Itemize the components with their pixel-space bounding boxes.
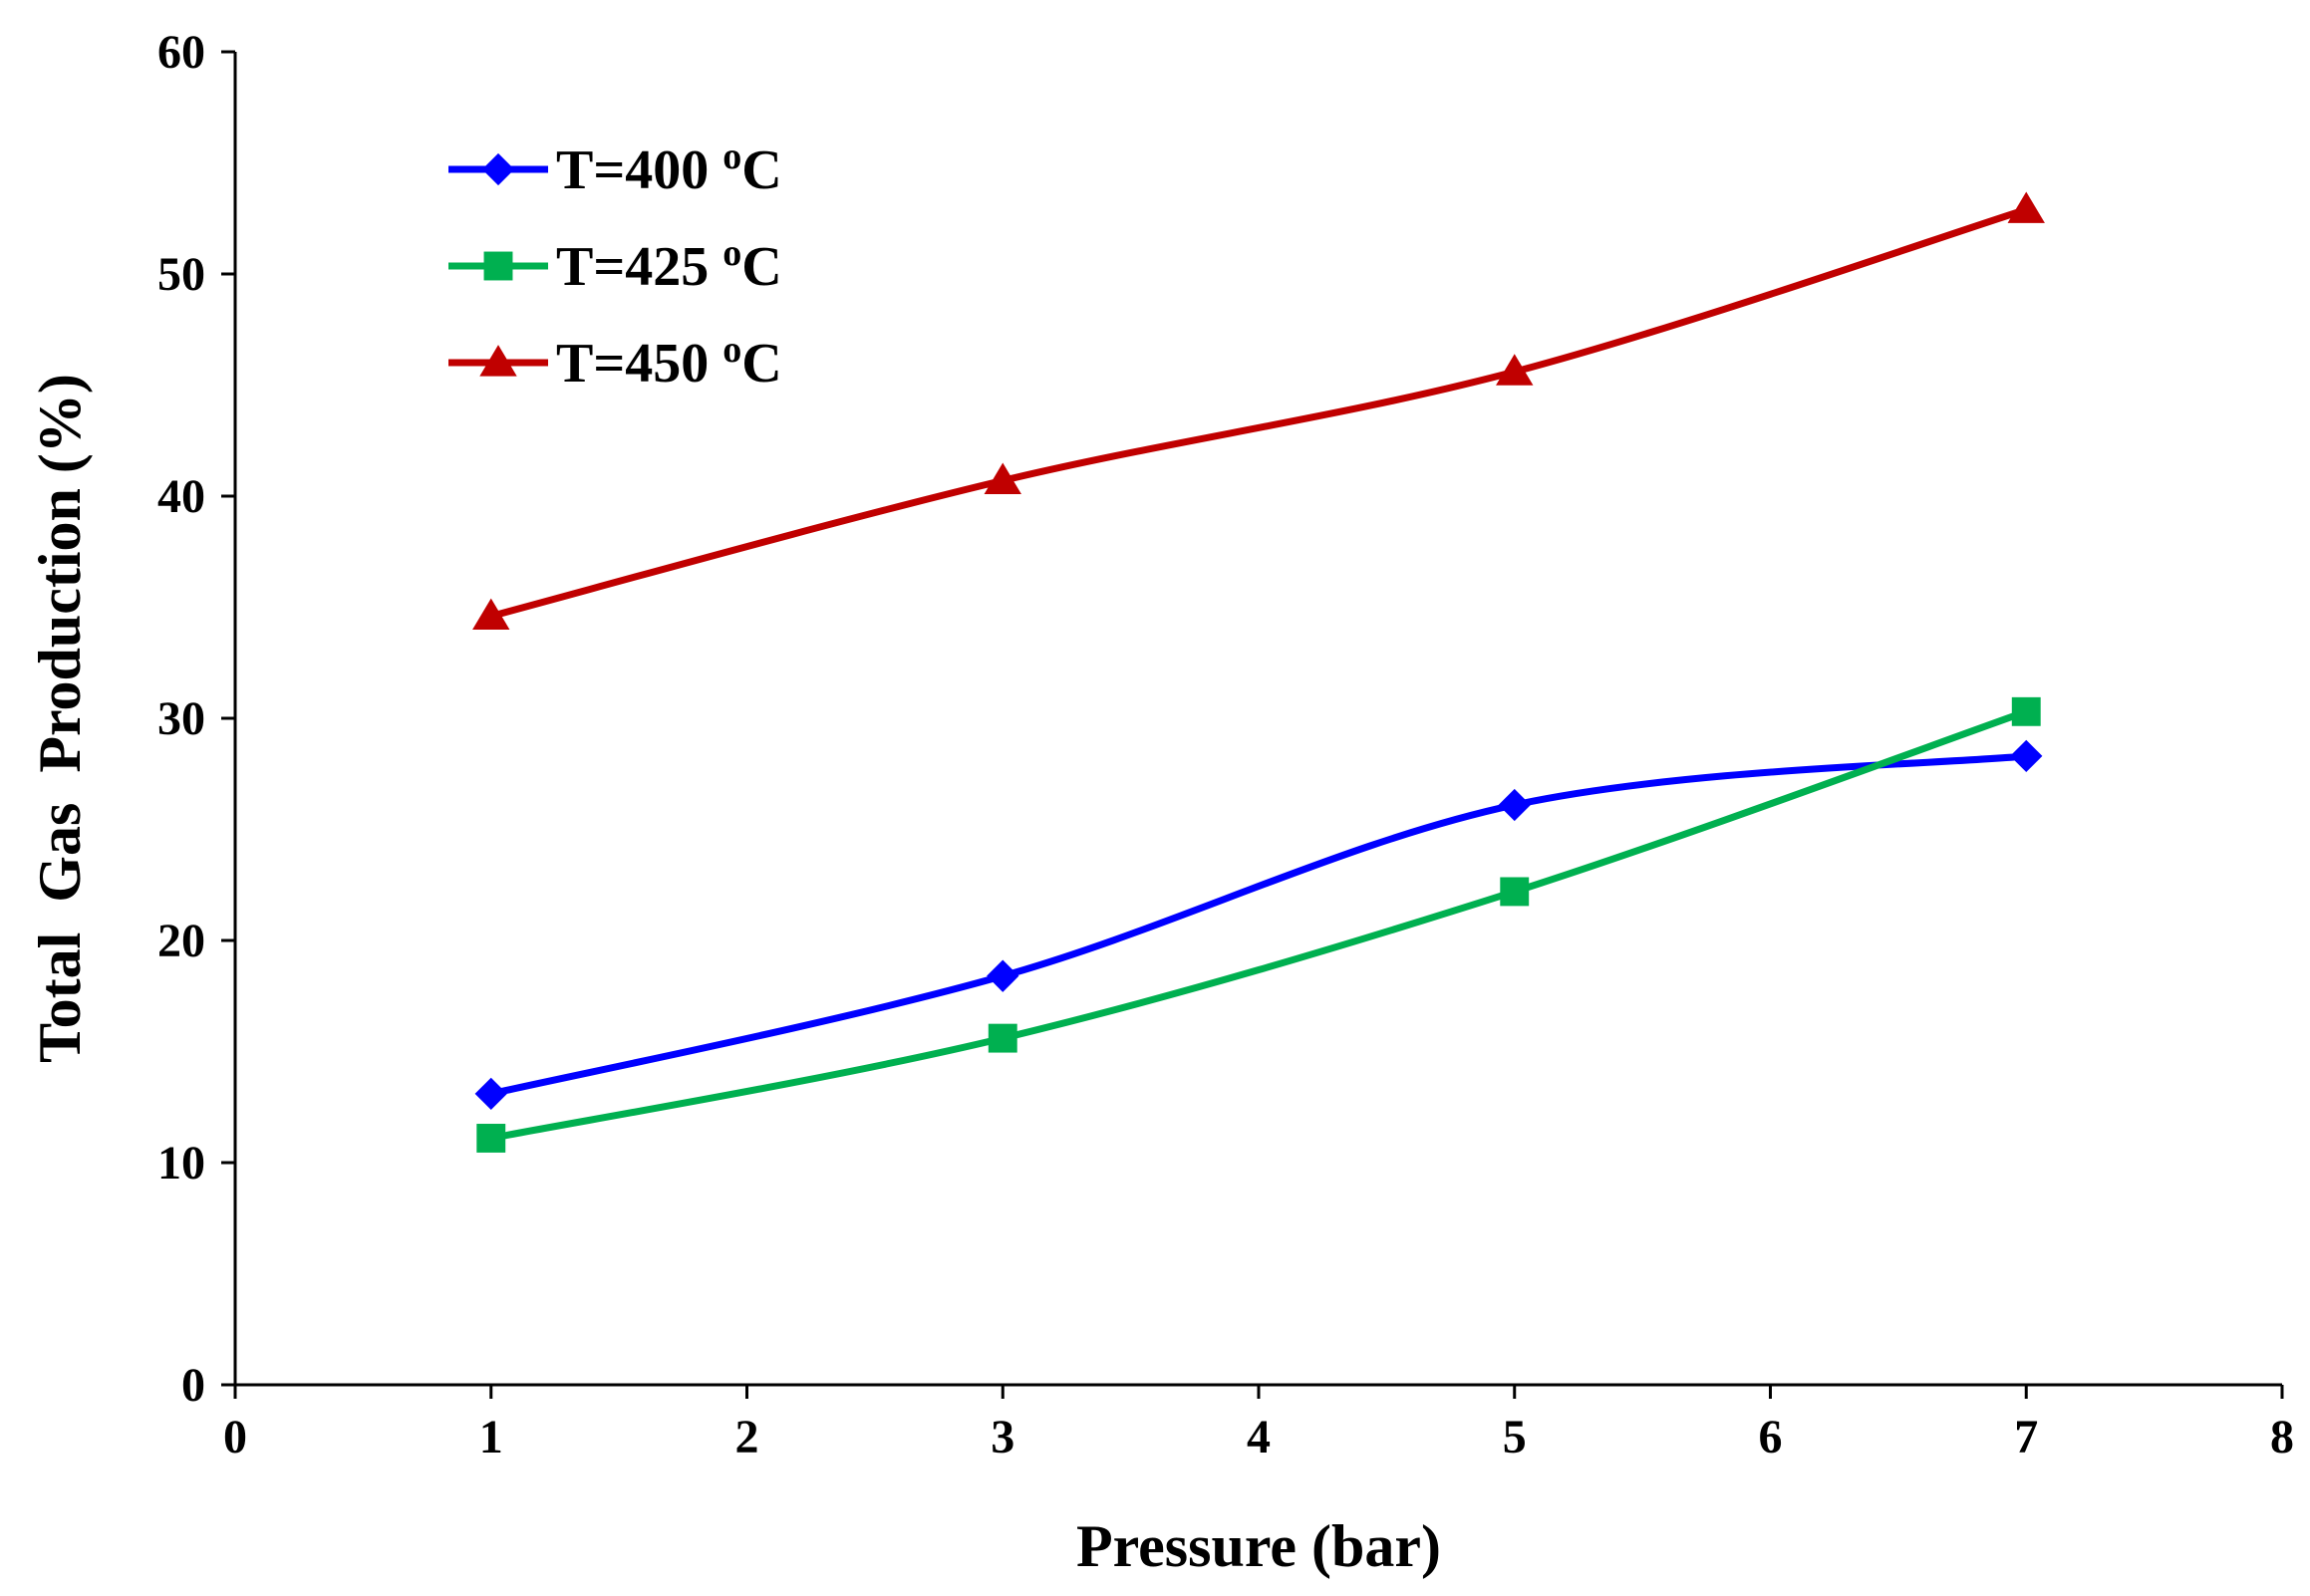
axes bbox=[233, 52, 2282, 1387]
y-tick-label: 20 bbox=[157, 915, 205, 967]
x-tick-label: 3 bbox=[991, 1411, 1014, 1463]
data-point bbox=[988, 1023, 1017, 1053]
legend-item: T=400 oC bbox=[448, 135, 782, 201]
x-tick-label: 4 bbox=[1247, 1411, 1271, 1463]
data-point bbox=[476, 1124, 506, 1153]
legend-marker bbox=[481, 152, 515, 186]
series-line bbox=[489, 205, 2028, 620]
legend-marker bbox=[483, 251, 513, 281]
data-point bbox=[984, 462, 1021, 494]
x-tick-label: 6 bbox=[1759, 1411, 1783, 1463]
data-point bbox=[2010, 739, 2043, 773]
x-tick-label: 5 bbox=[1503, 1411, 1527, 1463]
legend-label-sup: o bbox=[722, 135, 741, 177]
legend-label-sup: o bbox=[722, 232, 741, 274]
legend-label: T=425 oC bbox=[556, 232, 782, 298]
legend-label-main: T=425 bbox=[556, 236, 722, 298]
series-line bbox=[489, 752, 2027, 1098]
series-1 bbox=[474, 739, 2043, 1111]
legend-label-unit: C bbox=[741, 236, 781, 298]
legend-label: T=400 oC bbox=[556, 135, 782, 201]
data-point bbox=[474, 1077, 507, 1111]
y-axis-title: Total Gas Production (%) bbox=[27, 374, 93, 1063]
x-tick-label: 1 bbox=[479, 1411, 503, 1463]
series-layer bbox=[472, 191, 2045, 1153]
y-tick-label: 60 bbox=[157, 26, 205, 79]
legend-marker bbox=[479, 345, 517, 377]
x-tick-label: 8 bbox=[2270, 1411, 2294, 1463]
legend-label-sup: o bbox=[722, 329, 741, 371]
data-point bbox=[1498, 788, 1531, 822]
legend-label-unit: C bbox=[741, 333, 781, 395]
x-tick-label: 2 bbox=[735, 1411, 759, 1463]
x-tick-label: 0 bbox=[223, 1411, 247, 1463]
y-ticks: 0 10 20 30 40 50 60 bbox=[157, 26, 235, 1412]
data-point bbox=[2007, 191, 2045, 223]
legend-item: T=450 oC bbox=[448, 329, 782, 395]
series-2 bbox=[476, 696, 2041, 1153]
legend-label-main: T=400 bbox=[556, 139, 722, 201]
data-point bbox=[2011, 696, 2041, 726]
y-tick-label: 10 bbox=[157, 1137, 205, 1190]
y-tick-label: 50 bbox=[157, 248, 205, 301]
x-tick-label: 7 bbox=[2014, 1411, 2038, 1463]
y-tick-label: 40 bbox=[157, 470, 205, 523]
data-point bbox=[472, 598, 510, 631]
y-tick-label: 0 bbox=[181, 1359, 205, 1412]
legend-label-unit: C bbox=[741, 139, 781, 201]
data-point bbox=[1500, 877, 1530, 907]
legend: T=400 oCT=425 oCT=450 oC bbox=[448, 135, 782, 395]
y-tick-label: 30 bbox=[157, 692, 205, 745]
data-point bbox=[1496, 354, 1534, 386]
x-axis-title: Pressure (bar) bbox=[1076, 1513, 1441, 1579]
x-ticks: 0 1 2 3 4 5 6 7 8 bbox=[223, 1385, 2294, 1463]
series-line bbox=[490, 708, 2028, 1142]
legend-item: T=425 oC bbox=[448, 232, 782, 298]
series-3 bbox=[472, 191, 2045, 631]
legend-label-main: T=450 bbox=[556, 333, 722, 395]
data-point bbox=[987, 959, 1019, 992]
legend-label: T=450 oC bbox=[556, 329, 782, 395]
